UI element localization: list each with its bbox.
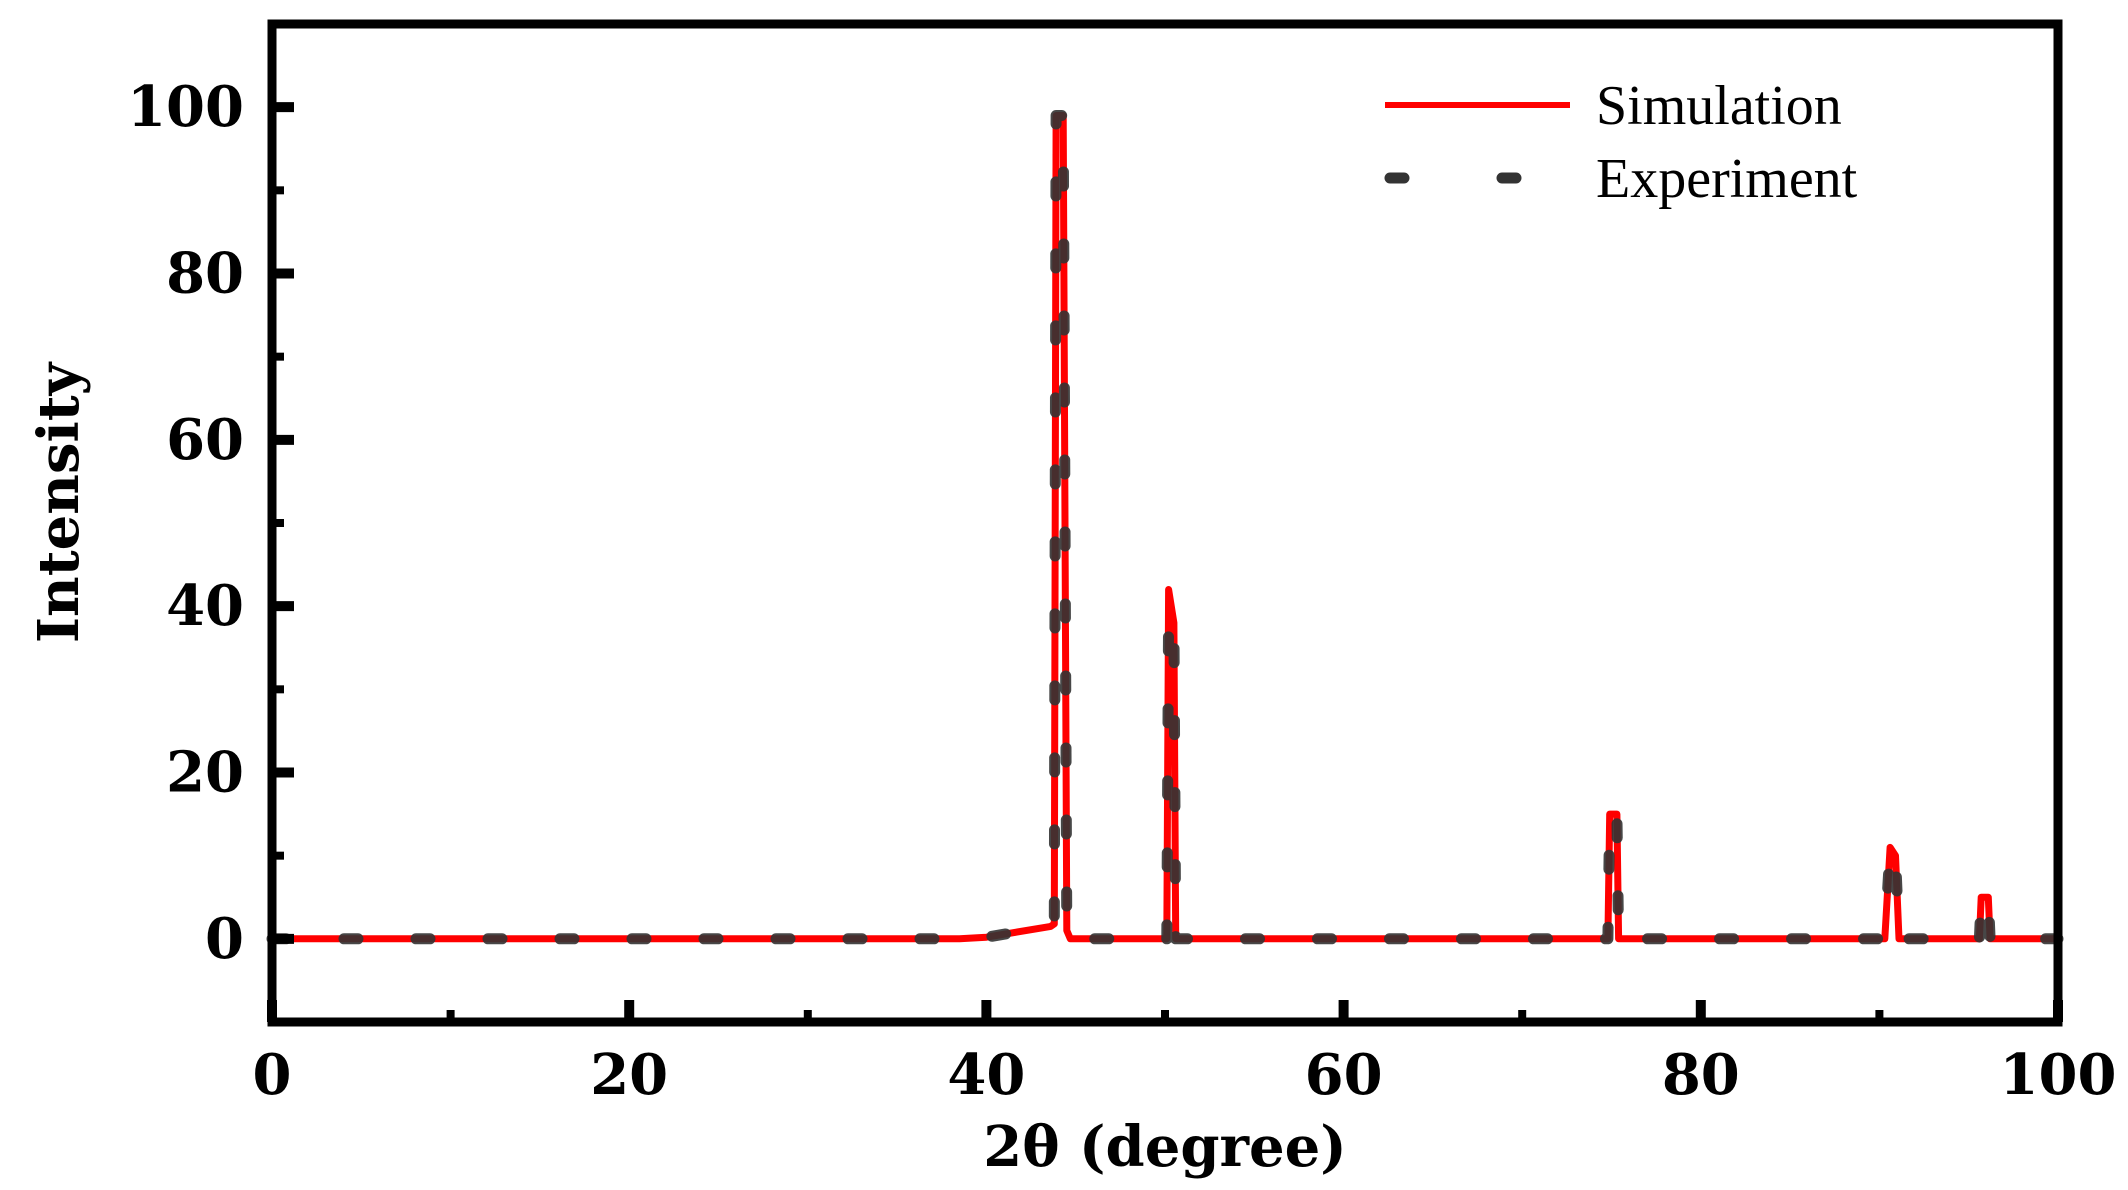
x-tick-label: 100 — [2000, 1042, 2117, 1108]
simulation-series-line — [268, 112, 2062, 943]
legend-simulation-label: Simulation — [1596, 75, 1842, 137]
x-axis-ticks: 0 20 40 60 80 100 — [253, 1000, 2117, 1108]
x-tick-label: 40 — [947, 1042, 1025, 1108]
legend: Simulation Experiment — [1384, 75, 1858, 210]
legend-experiment-label: Experiment — [1596, 148, 1858, 210]
x-tick-label: 20 — [590, 1042, 668, 1108]
x-tick-label: 80 — [1662, 1042, 1740, 1108]
y-tick-label: 60 — [166, 407, 244, 473]
y-tick-label: 0 — [205, 906, 244, 972]
y-tick-label: 40 — [166, 573, 244, 639]
y-tick-label: 80 — [166, 241, 244, 307]
experiment-series-line — [266, 110, 2064, 945]
x-tick-label: 60 — [1305, 1042, 1383, 1108]
plot-area — [266, 110, 2064, 945]
y-tick-label: 100 — [127, 74, 244, 140]
plot-frame — [267, 19, 2063, 1027]
y-axis-label: Intensity — [26, 361, 92, 643]
x-axis-label: 2θ (degree) — [983, 1114, 1347, 1180]
y-tick-label: 20 — [166, 740, 244, 806]
x-tick-label: 0 — [253, 1042, 292, 1108]
